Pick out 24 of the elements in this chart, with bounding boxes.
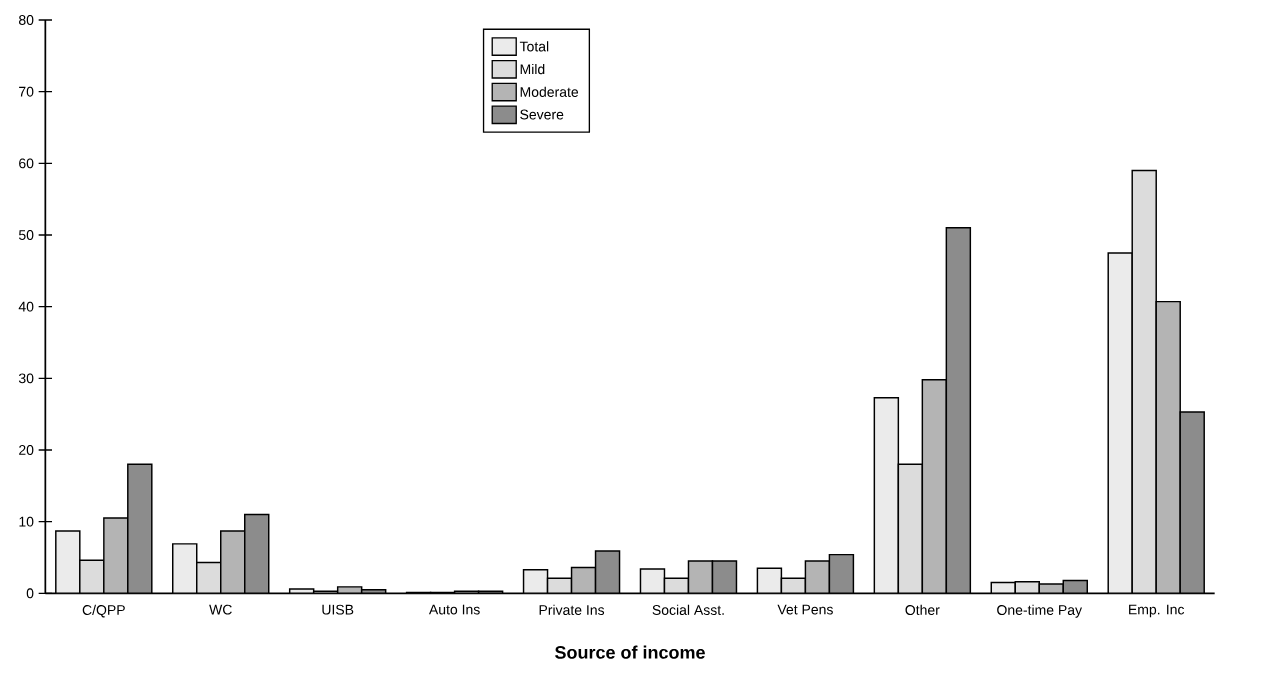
legend-label: Moderate — [520, 86, 579, 97]
x-tick-label: Private Ins — [539, 604, 605, 615]
x-tick-label: Auto Ins — [428, 604, 480, 615]
y-tick-label: 0 — [26, 588, 34, 599]
x-tick-label: UISB — [322, 604, 354, 615]
x-tick-label: One-time Pay — [997, 604, 1083, 618]
y-tick-label: 50 — [18, 230, 34, 240]
x-tick-label: C/QPP — [82, 604, 125, 618]
x-tick-label: Other — [905, 604, 940, 615]
y-tick-label: 80 — [19, 15, 34, 25]
y-tick-label: 20 — [19, 445, 34, 455]
x-tick-label: Emp. Inc — [1129, 604, 1185, 618]
y-tick-label: 10 — [19, 516, 34, 527]
x-tick-label: WC — [209, 604, 232, 615]
legend-label: Total — [519, 41, 549, 52]
x-tick-label: Vet Pens — [777, 604, 833, 615]
y-tick-label: 40 — [18, 301, 34, 312]
x-axis-title: Source of income — [555, 645, 705, 659]
y-tick-label: 30 — [18, 373, 34, 384]
x-tick-label: Social Asst. — [652, 604, 724, 615]
y-tick-label: 60 — [19, 158, 34, 169]
y-tick-label: 70 — [19, 86, 34, 97]
legend-label: Severe — [520, 109, 564, 120]
legend-label: Mild — [520, 63, 545, 75]
